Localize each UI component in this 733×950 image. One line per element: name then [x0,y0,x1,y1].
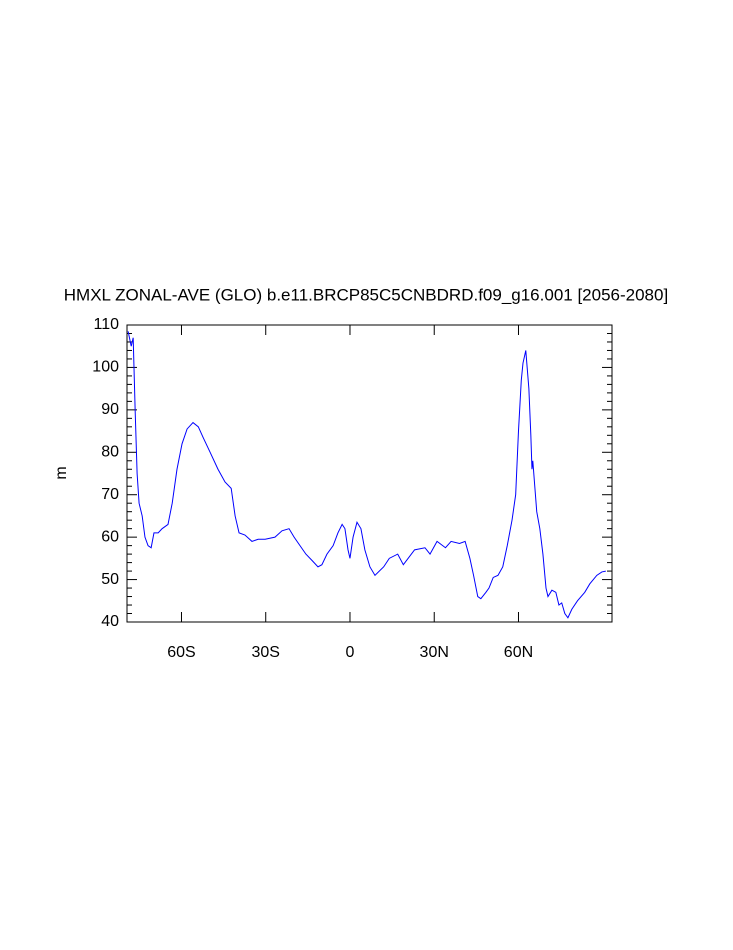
x-tick-label: 30S [251,644,279,661]
y-tick-label: 90 [101,401,119,418]
y-tick-label: 100 [92,359,119,376]
y-tick-label: 50 [101,571,119,588]
x-tick-label: 60S [167,644,195,661]
y-tick-label: 80 [101,444,119,461]
x-tick-label: 0 [346,644,355,661]
y-tick-label: 40 [101,613,119,630]
x-tick-label: 60N [504,644,533,661]
y-axis-label: m [53,466,70,479]
y-tick-label: 60 [101,528,119,545]
y-tick-label: 110 [93,316,119,333]
y-tick-label: 70 [101,486,119,503]
plot-frame [126,324,613,623]
data-line [127,331,606,619]
x-tick-label: 30N [420,644,449,661]
chart-title: HMXL ZONAL-AVE (GLO) b.e11.BRCP85C5CNBDR… [64,285,668,304]
